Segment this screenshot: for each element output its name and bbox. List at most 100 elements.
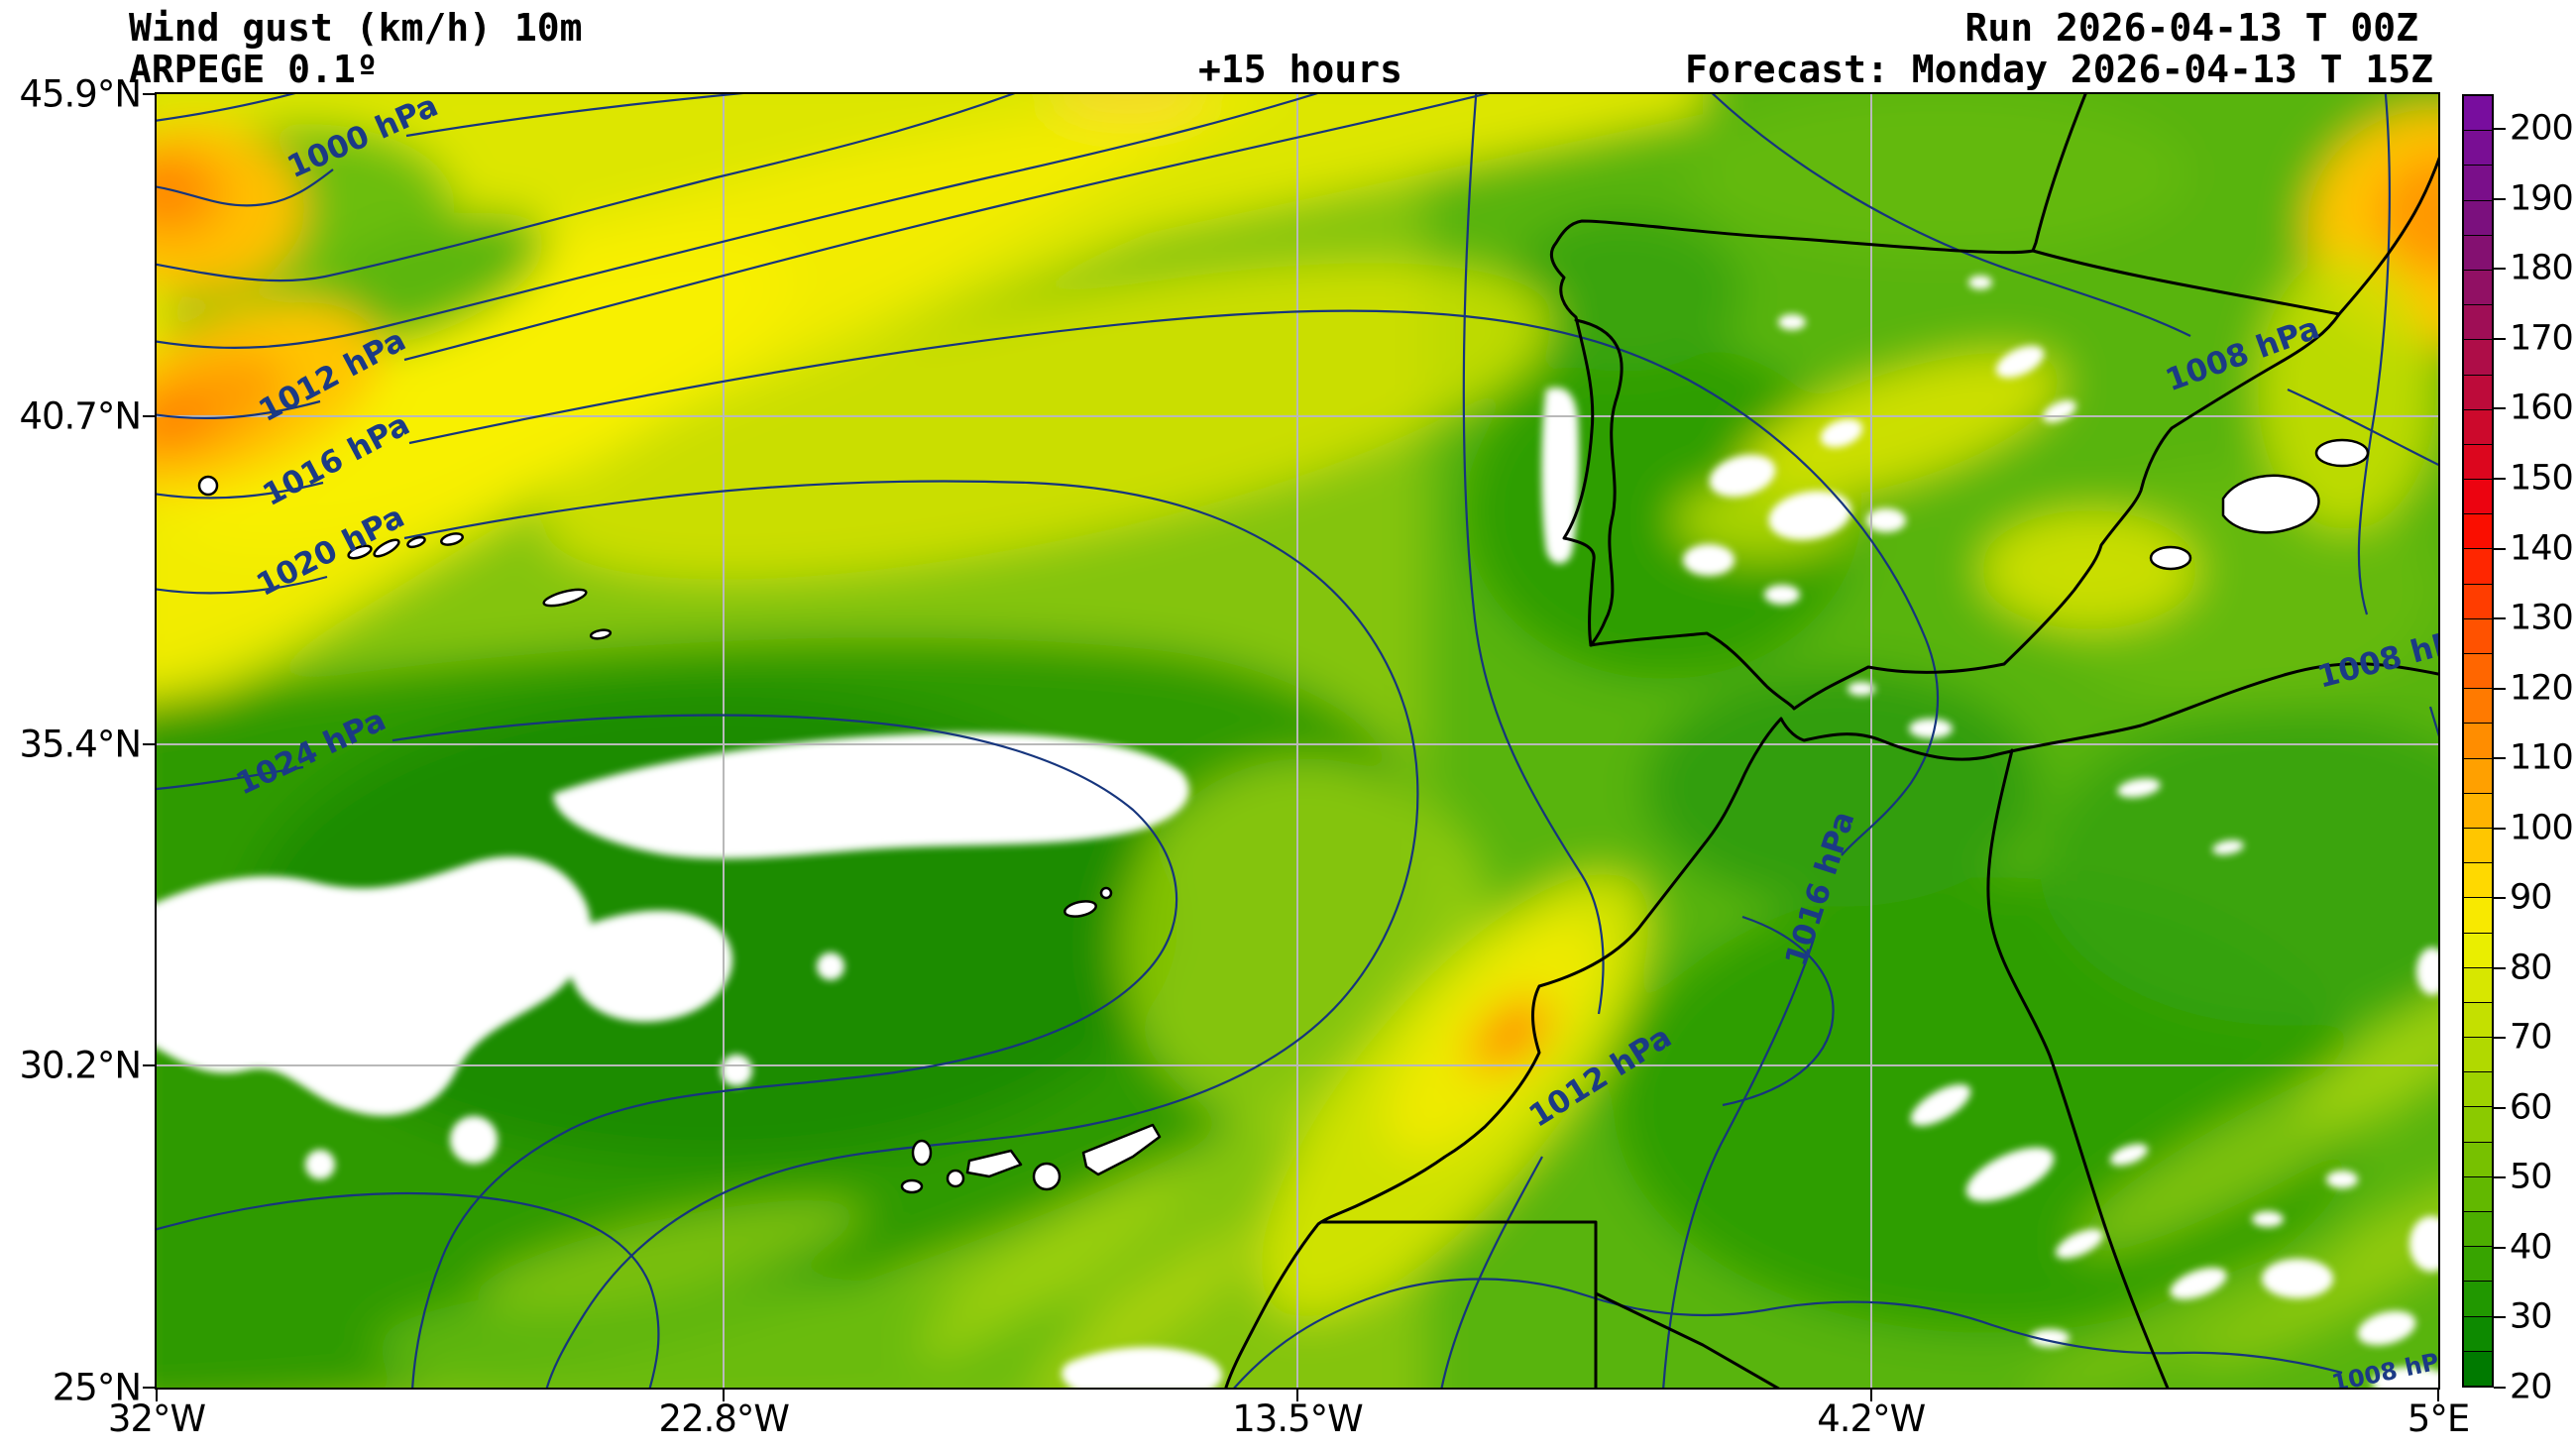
colorbar-tick bbox=[2494, 477, 2506, 480]
colorbar-segment bbox=[2464, 1246, 2492, 1282]
colorbar-segment bbox=[2464, 1350, 2492, 1386]
run-time-label: Run 2026-04-13 T 00Z bbox=[1964, 6, 2418, 50]
colorbar-tick bbox=[2494, 1246, 2506, 1249]
calm-white-areas bbox=[157, 276, 2438, 1388]
colorbar-tick bbox=[2494, 966, 2506, 969]
colorbar-segment bbox=[2464, 130, 2492, 166]
colorbar-segment bbox=[2464, 479, 2492, 514]
colorbar-segment bbox=[2464, 897, 2492, 933]
colorbar-segment bbox=[2464, 1037, 2492, 1072]
colorbar-segment bbox=[2464, 583, 2492, 618]
y-axis-tick-label: 40.7°N bbox=[19, 394, 142, 438]
colorbar-tick-label: 90 bbox=[2510, 877, 2553, 918]
colorbar-tick-label: 50 bbox=[2510, 1157, 2553, 1197]
colorbar-segment bbox=[2464, 1211, 2492, 1247]
colorbar-segment bbox=[2464, 827, 2492, 863]
graticule-gridlines bbox=[157, 94, 2438, 1388]
colorbar-segment bbox=[2464, 862, 2492, 898]
colorbar-segment bbox=[2464, 339, 2492, 375]
colorbar-tick-label: 140 bbox=[2510, 528, 2574, 568]
colorbar-segment bbox=[2464, 165, 2492, 200]
colorbar-tick-label: 130 bbox=[2510, 598, 2574, 638]
x-axis-tick bbox=[1296, 1390, 1298, 1401]
colorbar-tick bbox=[2494, 407, 2506, 410]
colorbar-tick-label: 20 bbox=[2510, 1367, 2553, 1407]
colorbar-segment bbox=[2464, 1141, 2492, 1176]
y-axis-tick bbox=[143, 414, 155, 417]
colorbar-segment bbox=[2464, 199, 2492, 235]
isobar-lines bbox=[157, 94, 2438, 1388]
colorbar-segment bbox=[2464, 792, 2492, 828]
colorbar-segment bbox=[2464, 513, 2492, 549]
colorbar-tick-label: 120 bbox=[2510, 668, 2574, 709]
colorbar-segment bbox=[2464, 234, 2492, 270]
colorbar-tick-label: 200 bbox=[2510, 108, 2574, 149]
colorbar-tick bbox=[2494, 687, 2506, 690]
x-axis-tick bbox=[723, 1390, 726, 1401]
colorbar-segment bbox=[2464, 617, 2492, 653]
colorbar-tick bbox=[2494, 757, 2506, 760]
colorbar-segment bbox=[2464, 1071, 2492, 1107]
colorbar-segment bbox=[2464, 269, 2492, 305]
colorbar-tick-label: 70 bbox=[2510, 1017, 2553, 1058]
colorbar-segment bbox=[2464, 1281, 2492, 1316]
coastlines bbox=[1224, 94, 2438, 1388]
colorbar-segment bbox=[2464, 966, 2492, 1002]
colorbar bbox=[2462, 94, 2494, 1388]
model-label: ARPEGE 0.1º bbox=[129, 48, 379, 91]
colorbar-tick bbox=[2494, 897, 2506, 900]
colorbar-segment bbox=[2464, 723, 2492, 758]
colorbar-segment bbox=[2464, 1315, 2492, 1351]
colorbar-tick bbox=[2494, 1037, 2506, 1040]
y-axis-tick-label: 30.2°N bbox=[19, 1044, 142, 1087]
colorbar-tick-label: 150 bbox=[2510, 458, 2574, 499]
colorbar-tick bbox=[2494, 128, 2506, 131]
x-axis-tick bbox=[1869, 1390, 1872, 1401]
x-axis-tick-label: 5°E bbox=[2407, 1397, 2470, 1440]
colorbar-tick-label: 180 bbox=[2510, 248, 2574, 288]
island-outlines bbox=[197, 438, 2370, 1194]
map-plot-area: 1000 hPa 1012 hPa 1016 hPa 1020 hPa 1024 hPa… bbox=[155, 92, 2440, 1390]
colorbar-segment bbox=[2464, 757, 2492, 793]
colorbar-tick bbox=[2494, 1316, 2506, 1319]
y-axis-tick-label: 25°N bbox=[52, 1366, 142, 1409]
lead-time-label: +15 hours bbox=[1198, 48, 1402, 91]
colorbar-tick bbox=[2494, 827, 2506, 830]
x-axis-tick-label: 4.2°W bbox=[1817, 1397, 1926, 1440]
y-axis-tick bbox=[143, 1064, 155, 1067]
y-axis-tick-label: 35.4°N bbox=[19, 723, 142, 766]
colorbar-tick-label: 160 bbox=[2510, 388, 2574, 428]
x-axis-tick bbox=[2437, 1390, 2439, 1401]
y-axis-tick bbox=[143, 1387, 155, 1389]
colorbar-tick-label: 40 bbox=[2510, 1227, 2553, 1268]
colorbar-segment bbox=[2464, 1106, 2492, 1142]
colorbar-segment bbox=[2464, 374, 2492, 409]
colorbar-tick bbox=[2494, 197, 2506, 200]
colorbar-tick-label: 170 bbox=[2510, 318, 2574, 359]
colorbar-segment bbox=[2464, 96, 2492, 131]
colorbar-tick-label: 30 bbox=[2510, 1296, 2553, 1337]
colorbar-tick-label: 60 bbox=[2510, 1087, 2553, 1128]
y-axis-tick bbox=[143, 742, 155, 745]
x-axis-tick-label: 22.8°W bbox=[658, 1397, 790, 1440]
x-axis-tick bbox=[156, 1390, 158, 1401]
colorbar-tick bbox=[2494, 617, 2506, 620]
colorbar-segment bbox=[2464, 932, 2492, 967]
colorbar-tick bbox=[2494, 547, 2506, 550]
y-axis-tick bbox=[143, 93, 155, 95]
colorbar-tick bbox=[2494, 337, 2506, 340]
colorbar-segment bbox=[2464, 1001, 2492, 1038]
forecast-time-label: Forecast: Monday 2026-04-13 T 15Z bbox=[1685, 48, 2433, 91]
colorbar-tick bbox=[2494, 268, 2506, 271]
colorbar-segment bbox=[2464, 304, 2492, 340]
colorbar-tick-label: 80 bbox=[2510, 948, 2553, 988]
colorbar-segment bbox=[2464, 688, 2492, 724]
colorbar-tick-label: 110 bbox=[2510, 737, 2574, 778]
colorbar-tick-label: 100 bbox=[2510, 808, 2574, 848]
page-title: Wind gust (km/h) 10m bbox=[129, 6, 583, 50]
colorbar-tick-label: 190 bbox=[2510, 178, 2574, 219]
colorbar-segment bbox=[2464, 443, 2492, 480]
y-axis-tick-label: 45.9°N bbox=[19, 72, 142, 116]
